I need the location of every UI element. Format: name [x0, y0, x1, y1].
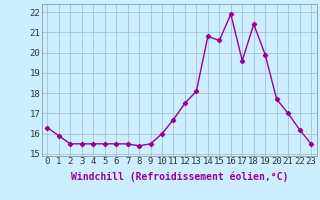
- X-axis label: Windchill (Refroidissement éolien,°C): Windchill (Refroidissement éolien,°C): [70, 172, 288, 182]
